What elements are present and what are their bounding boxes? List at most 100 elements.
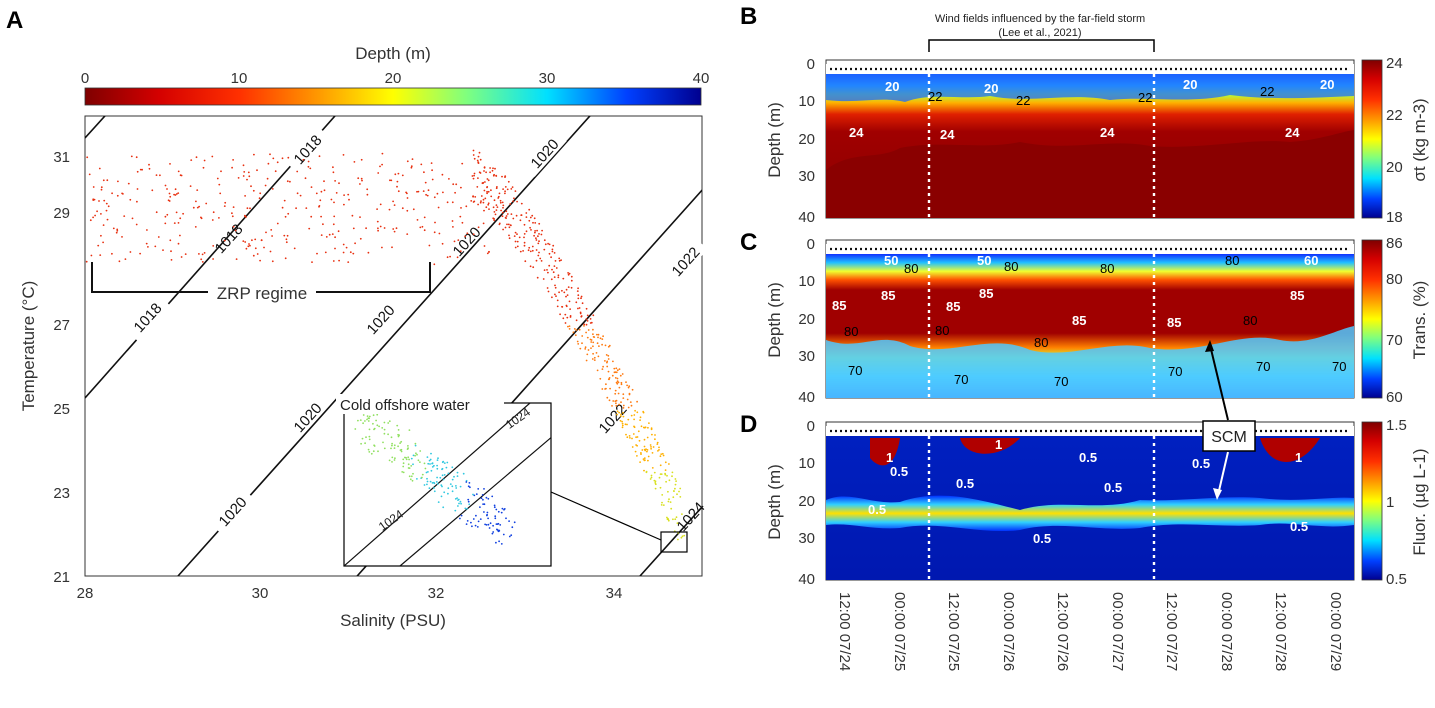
ts-point [514,240,517,243]
inset-point [503,508,506,510]
ts-point [607,370,610,373]
time-tick: 12:00 07/27 [1163,592,1180,671]
ts-point [523,244,526,247]
inset-point [402,471,405,474]
ts-point [659,455,662,458]
ts-point [323,189,326,192]
ts-point [577,307,579,310]
inset-plot [343,402,552,567]
ts-point [237,177,240,179]
ts-point [592,345,594,348]
ts-point [572,331,575,334]
ts-point [612,360,614,363]
colorbar-tick: 20 [385,70,402,87]
ts-point [669,501,672,503]
ts-point [116,229,119,232]
ts-point [157,236,160,238]
ts-point [457,239,460,242]
ts-point [416,219,419,221]
ts-point [471,175,474,177]
ts-point [592,333,594,336]
ts-point [563,291,566,294]
storm-bracket [928,39,1155,52]
contour-label: 80 [1100,261,1114,276]
ts-point [396,185,398,188]
ts-point [673,490,675,492]
inset-point [451,478,454,481]
ts-point [246,178,248,181]
ts-point [451,220,454,222]
ts-point [508,226,511,229]
ts-point [123,215,126,218]
ts-point [606,396,609,399]
ts-point [281,157,284,160]
panel-c-y-label: Depth (m) [765,282,784,358]
ts-point [249,207,251,210]
ts-point [607,358,610,360]
ts-point [437,206,440,209]
ts-point [111,252,113,255]
ts-point [357,177,360,180]
inset-point [397,433,399,436]
ts-point [554,260,557,262]
ts-point [342,251,345,254]
ts-point [412,208,415,211]
ts-point [626,398,629,401]
ts-point [490,189,492,192]
ts-point [244,241,247,243]
ts-point [423,229,426,232]
ts-point [621,422,624,425]
ts-point [546,269,548,271]
inset-point [471,525,473,528]
ts-point [269,153,271,156]
ts-point [622,404,625,407]
contour-label: 85 [1290,288,1304,303]
contour-label: 80 [904,261,918,276]
contour-label: 85 [979,286,993,301]
ts-point [576,290,579,292]
ts-point [487,203,490,206]
ts-point [97,244,100,247]
ts-point [234,229,237,232]
inset-point [479,518,482,520]
ts-point [601,343,603,346]
inset-point [457,505,459,507]
ts-point [535,259,538,262]
ts-point [411,158,414,161]
ts-point [511,186,514,189]
inset-point [431,466,434,468]
ts-point [636,455,638,457]
ts-point [674,518,677,521]
ts-point [668,479,671,482]
ts-point [516,240,519,243]
contour-label: 85 [832,298,846,313]
ts-point [212,211,215,214]
ts-point [616,377,619,380]
ts-point [422,190,425,193]
ts-point [508,237,511,240]
ts-point [630,414,633,417]
y-tick: 30 [798,168,815,185]
ts-point [618,403,620,406]
ts-point [248,175,251,178]
ts-point [367,251,370,254]
ts-point [589,318,592,320]
ts-point [626,423,628,426]
ts-point [102,224,105,227]
time-tick: 12:00 07/26 [1054,592,1071,671]
ts-point [617,392,620,395]
ts-point [476,186,479,188]
ts-point [487,202,490,205]
ts-point [611,405,613,407]
inset-point [382,441,384,444]
ts-point [307,165,310,168]
ts-point [330,198,333,201]
ts-point [650,447,652,450]
inset-point [486,514,488,517]
ts-point [410,165,413,168]
inset-point [476,526,479,528]
ts-point [332,223,335,226]
ts-point [657,450,659,452]
ts-point [322,223,324,226]
